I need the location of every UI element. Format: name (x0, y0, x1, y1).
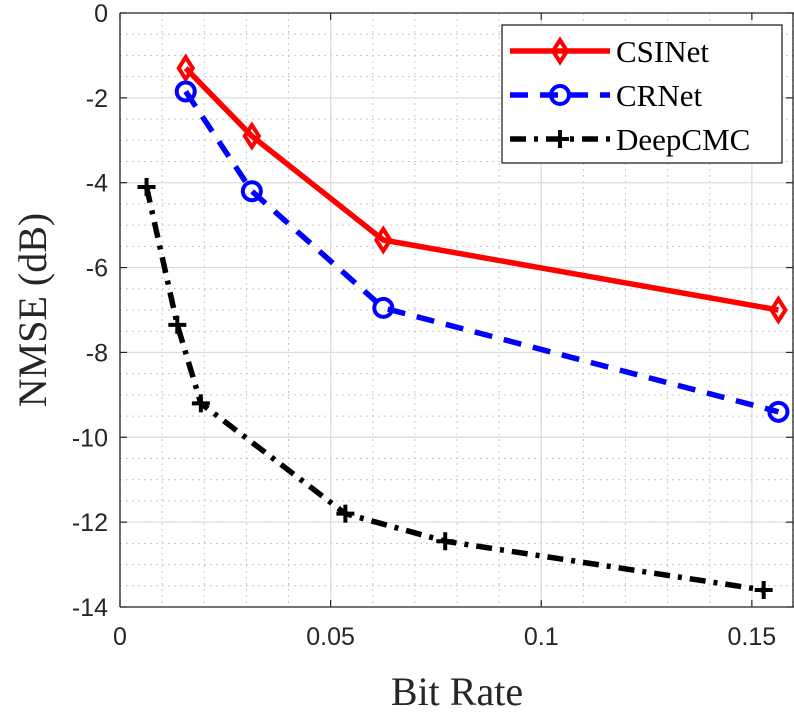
legend-label-deepcmc: DeepCMC (616, 122, 750, 157)
x-tick-label: 0.05 (306, 623, 355, 651)
data-point-crnet (174, 80, 197, 103)
legend: CSINet CRNet DeepCMC (501, 24, 783, 164)
x-tick-label: 0 (113, 623, 127, 651)
data-point-crnet (240, 180, 263, 203)
y-tick-label: -14 (72, 594, 108, 622)
legend-label-csinet: CSINet (616, 34, 709, 69)
series-deepcmc (137, 177, 773, 600)
x-axis-label: Bit Rate (391, 669, 523, 714)
y-tick-label: -12 (72, 509, 108, 537)
legend-marker-crnet (549, 84, 571, 106)
legend-item-crnet: CRNet (510, 78, 703, 113)
legend-item-deepcmc: DeepCMC (510, 122, 750, 157)
data-point-csinet (769, 295, 788, 325)
series-line-csinet (183, 66, 779, 313)
y-tick-label: 0 (94, 0, 108, 28)
data-point-deepcmc (137, 177, 156, 196)
series-csinet (176, 53, 788, 325)
y-tick-label: -2 (86, 85, 108, 113)
data-point-deepcmc (191, 394, 210, 413)
data-point-csinet (176, 53, 196, 83)
data-point-csinet (242, 121, 262, 151)
legend-label-crnet: CRNet (616, 78, 703, 113)
data-point-deepcmc (754, 581, 773, 600)
y-tick-label: -10 (72, 424, 108, 452)
series-line-deepcmc (143, 186, 765, 593)
x-tick-label: 0.1 (524, 623, 559, 651)
legend-item-csinet: CSINet (510, 34, 709, 69)
y-axis-label: NMSE (dB) (10, 213, 55, 407)
data-point-deepcmc (436, 532, 455, 551)
data-point-crnet (372, 296, 395, 319)
data-point-deepcmc (168, 315, 187, 334)
axes-layer: 0 0.05 0.1 0.15 0 -2 -4 -6 -8 -10 -12 -14 (72, 0, 794, 651)
x-tick-label: 0.15 (728, 623, 777, 651)
legend-marker-csinet (550, 36, 570, 66)
data-point-csinet (373, 225, 393, 255)
data-point-crnet (767, 400, 790, 423)
series-crnet (174, 80, 790, 423)
series-layer (137, 53, 790, 600)
legend-marker-deepcmc (551, 130, 569, 148)
y-tick-label: -4 (86, 170, 108, 198)
data-point-deepcmc (336, 504, 355, 523)
y-tick-label: -8 (86, 339, 108, 367)
y-tick-label: -6 (86, 255, 108, 283)
